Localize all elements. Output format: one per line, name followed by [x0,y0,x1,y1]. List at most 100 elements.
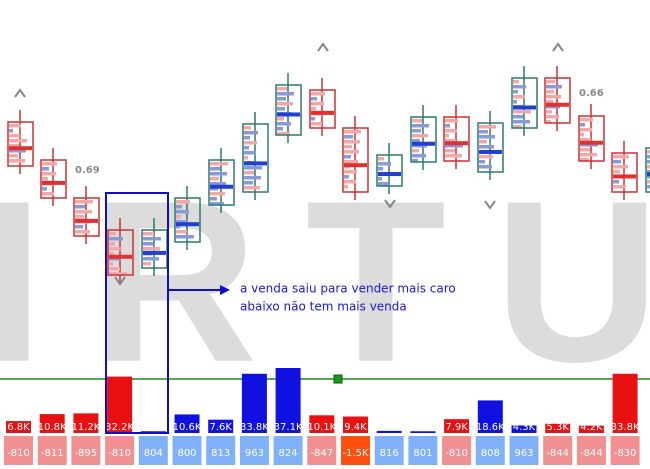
footprint-row [143,242,153,246]
footprint-row [42,167,49,171]
volume-label: 32.2K [105,422,134,433]
footprint-row [412,159,418,163]
footprint-row [244,166,262,170]
footprint-row [244,176,261,180]
footprint-row [513,100,517,104]
footprint-row [109,272,127,276]
footprint-row [479,130,488,134]
poc [445,141,468,146]
footprint-row [176,225,180,229]
volume-panel: 6.8K -810 10.8K -811 11.2K -895 32.2K -810 1.0K 8… [4,368,640,465]
arrow-head [220,285,230,295]
volume-label: 37.1K [274,422,303,433]
poc [513,105,536,110]
candle-body [7,121,34,167]
footprint-row [580,158,589,162]
footprint-row [75,215,84,219]
footprint-row [143,232,154,236]
poc [210,184,233,189]
poc [647,172,650,177]
footprint-row [378,157,384,161]
footprint-row [613,170,620,174]
volume-label: 9.4K [344,422,367,433]
candle-body [275,84,302,136]
footprint-row [42,177,48,181]
candle-body [40,159,67,199]
poc [9,146,32,151]
volume-bar [275,368,301,433]
candle-body [645,147,650,193]
footprint-row [9,159,25,163]
footprint-row [143,237,161,241]
delta-cell [576,436,606,465]
footprint-row [75,205,85,209]
candle-body [611,152,638,193]
footprint-row [210,177,219,181]
footprint-row [143,247,160,251]
footprint-row [479,165,492,169]
candle-body [342,127,369,193]
delta-cell [610,436,640,465]
delta-cell [442,436,472,465]
footprint-row [244,141,257,145]
footprint-row [277,107,285,111]
footprint-row [176,210,189,214]
volume-bar [309,415,335,433]
volume-label: 7.9K [445,422,468,433]
poc [580,140,603,145]
footprint-row [412,119,422,123]
level-handle [333,374,343,384]
footprint-row [344,170,357,174]
footprint-row [412,124,429,128]
footprint-row [344,150,359,154]
footprint-row [311,97,317,101]
delta-cell [138,436,168,465]
footprint-row [244,186,260,190]
footprint-row [277,117,284,121]
footprint-row [210,167,220,171]
candle-body [309,89,336,129]
volume-label: 10.8K [38,422,67,433]
footprint-row [244,131,258,135]
footprint-row [244,146,249,150]
candle-body [208,159,235,206]
footprint-row [546,90,554,94]
footprint-row [580,133,584,137]
footprint-row [244,126,251,130]
poc [311,110,334,115]
footprint-row [210,197,217,201]
candles [7,66,650,283]
delta-label: 804 [144,448,163,459]
volume-label: 1.0K [412,422,435,433]
delta-label: -810 [108,448,131,459]
footprint-row [344,180,356,184]
volume-label: 5.3K [546,422,569,433]
footprint-row [513,95,525,99]
volume-bar [511,425,537,433]
footprint-row [344,135,353,139]
footprint-row [378,167,383,171]
volume-bar [6,421,31,433]
footprint-row [613,155,629,159]
delta-label: -847 [310,448,333,459]
footprint-row [176,215,181,219]
footprint-row [277,122,291,126]
delta-label: 800 [177,448,196,459]
footprint-row [109,242,115,246]
candle-body [410,116,437,163]
footprint-row [9,149,26,153]
poc [344,163,367,168]
delta-label: 824 [279,448,298,459]
footprint-row [277,97,286,101]
footprint-row [613,165,628,169]
footprint-row [513,90,518,94]
delta-cell [307,436,337,465]
footprint-row [244,156,248,160]
footprint-row [412,134,428,138]
volume-label: 33.8K [611,422,640,433]
poc [613,174,636,179]
footprint-row [75,210,92,214]
footprint-row [445,154,462,158]
footprint-row [75,230,90,234]
